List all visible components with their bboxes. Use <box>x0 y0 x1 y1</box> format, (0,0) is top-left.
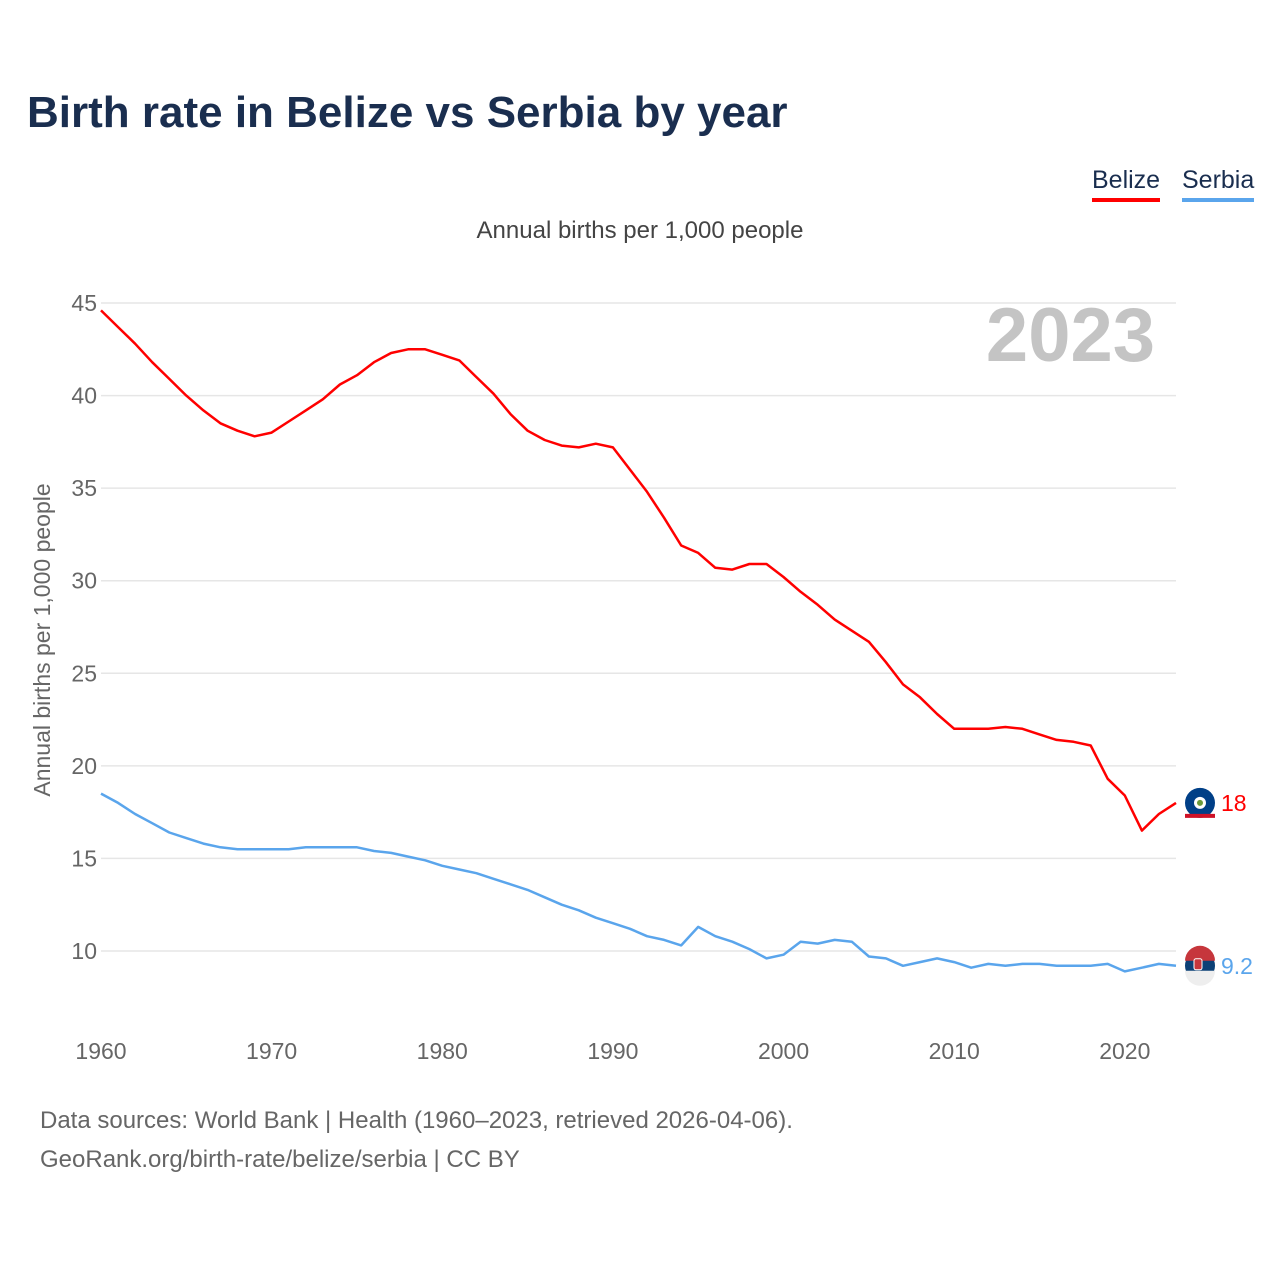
x-tick-label: 2020 <box>1099 1038 1150 1064</box>
y-tick-label: 45 <box>71 290 97 316</box>
x-tick-label: 1960 <box>75 1038 126 1064</box>
year-watermark: 2023 <box>986 293 1155 378</box>
serbia-flag-white-band <box>1185 970 1215 986</box>
serbia-flag-emblem <box>1193 958 1203 971</box>
chart-title: Birth rate in Belize vs Serbia by year <box>27 88 788 137</box>
series-line-serbia <box>100 792 1177 973</box>
belize-flag-emblem-center <box>1197 799 1203 806</box>
end-value-label-belize: 18 <box>1221 790 1247 816</box>
y-tick-label: 15 <box>71 845 97 871</box>
series-line-belize <box>100 309 1177 832</box>
y-tick-label: 40 <box>71 383 97 409</box>
y-tick-label: 10 <box>71 938 97 964</box>
belize-flag-stripe <box>1185 813 1215 818</box>
legend-item-belize[interactable]: Belize <box>1092 166 1161 202</box>
line-chart: 10 15 20 25 30 35 40 45 1960 1970 1980 1990 2000 2010… <box>29 290 1253 1064</box>
y-axis-label: Annual births per 1,000 people <box>29 483 55 796</box>
x-tick-label: 1990 <box>587 1038 638 1064</box>
x-tick-label: 2010 <box>929 1038 980 1064</box>
legend-item-serbia[interactable]: Serbia <box>1182 166 1255 202</box>
x-tick-label: 1970 <box>246 1038 297 1064</box>
y-tick-label: 20 <box>71 753 97 779</box>
credit-link[interactable]: GeoRank.org/birth-rate/belize/serbia | C… <box>40 1146 520 1173</box>
x-tick-label: 2000 <box>758 1038 809 1064</box>
serbia-flag-red-band <box>1185 945 1215 961</box>
data-source-note: Data sources: World Bank | Health (1960–… <box>40 1107 793 1134</box>
end-value-label-serbia: 9.2 <box>1221 953 1253 979</box>
y-tick-label: 30 <box>71 568 97 594</box>
chart-subtitle: Annual births per 1,000 people <box>476 217 804 244</box>
y-tick-label: 35 <box>71 475 97 501</box>
y-tick-label: 25 <box>71 660 97 686</box>
x-tick-label: 1980 <box>417 1038 468 1064</box>
